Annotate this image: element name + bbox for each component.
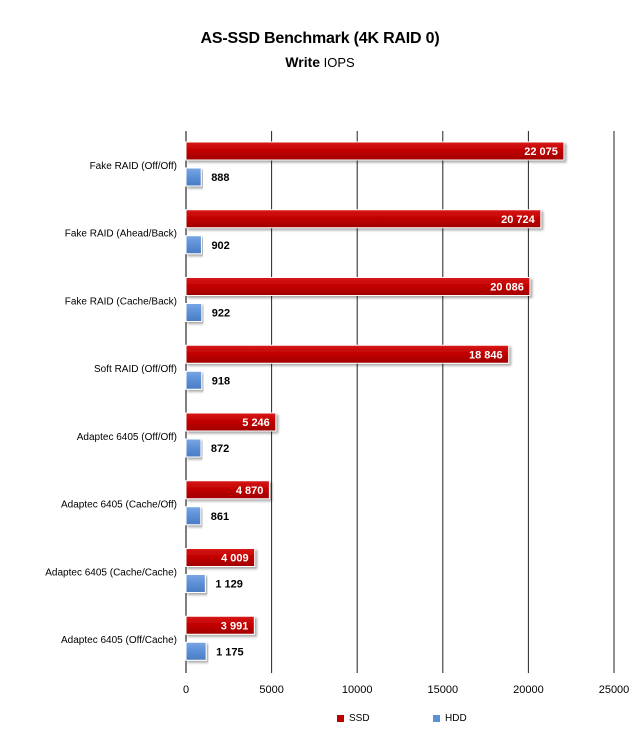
legend-swatch-hdd [433,715,440,722]
data-label-hdd: 872 [211,443,229,455]
bar-hdd [185,303,203,322]
legend-item-hdd: HDD [433,713,467,724]
bar-ssd [185,141,565,161]
data-label-hdd: 902 [211,240,229,252]
x-tick-label: 10000 [342,684,373,696]
bar-hdd [185,438,202,458]
category-label: Adaptec 6405 (Cache/Cache) [45,567,177,578]
data-label-hdd: 1 129 [215,579,243,591]
bar-ssd [185,480,270,500]
data-label-ssd: 5 246 [242,417,270,429]
chart-title: AS-SSD Benchmark (4K RAID 0) [200,30,440,47]
data-label-ssd: 20 086 [490,282,524,294]
bar-hdd [185,506,202,526]
chart-subtitle-rest: IOPS [320,55,355,70]
data-label-hdd: 861 [211,511,229,523]
chart-subtitle-bold: Write [285,54,321,70]
bar-ssd [185,277,531,296]
chart-subtitle: Write IOPS [0,54,640,70]
labels: 0 5000 10000 15000 20000 25000 Fake RAID (Off/… [45,146,629,696]
bar-ssd [185,615,255,635]
category-label: Adaptec 6405 (Off/Off) [77,432,177,443]
category-label: Fake RAID (Cache/Back) [65,296,177,307]
bar-hdd [185,167,202,187]
data-label-hdd: 1 175 [216,646,244,658]
x-tick-label: 5000 [259,684,283,696]
legend-label-ssd: SSD [349,713,370,724]
bar-hdd [185,574,206,593]
category-label: Adaptec 6405 (Off/Cache) [61,635,177,646]
data-label-hdd: 922 [212,308,230,320]
data-label-hdd: 888 [211,172,229,184]
data-label-ssd: 3 991 [221,620,249,632]
bar-ssd [185,209,542,229]
data-label-ssd: 20 724 [501,214,536,226]
data-label-hdd: 918 [212,375,230,387]
x-tick-label: 20000 [513,684,544,696]
bar-ssd [185,548,256,567]
chart-title-block: AS-SSD Benchmark (4K RAID 0) Write IOPS [0,30,640,70]
data-label-ssd: 4 009 [221,553,249,565]
bar-hdd [185,235,202,255]
bars [185,141,565,661]
data-label-ssd: 22 075 [524,146,558,158]
bar-ssd [185,412,277,432]
category-label: Adaptec 6405 (Cache/Off) [61,500,177,511]
x-tick-label: 0 [183,684,189,696]
bar-hdd [185,370,203,390]
category-label: Fake RAID (Off/Off) [90,161,177,172]
legend-item-ssd: SSD [337,713,370,724]
data-label-ssd: 4 870 [236,485,264,497]
bar-hdd [185,641,207,661]
category-label: Soft RAID (Off/Off) [94,364,177,375]
data-label-ssd: 18 846 [469,349,503,361]
category-label: Fake RAID (Ahead/Back) [65,229,177,240]
bar-ssd [185,344,510,364]
x-tick-label: 25000 [599,684,630,696]
legend-swatch-ssd [337,715,344,722]
legend-label-hdd: HDD [445,713,467,724]
x-tick-label: 15000 [428,684,459,696]
